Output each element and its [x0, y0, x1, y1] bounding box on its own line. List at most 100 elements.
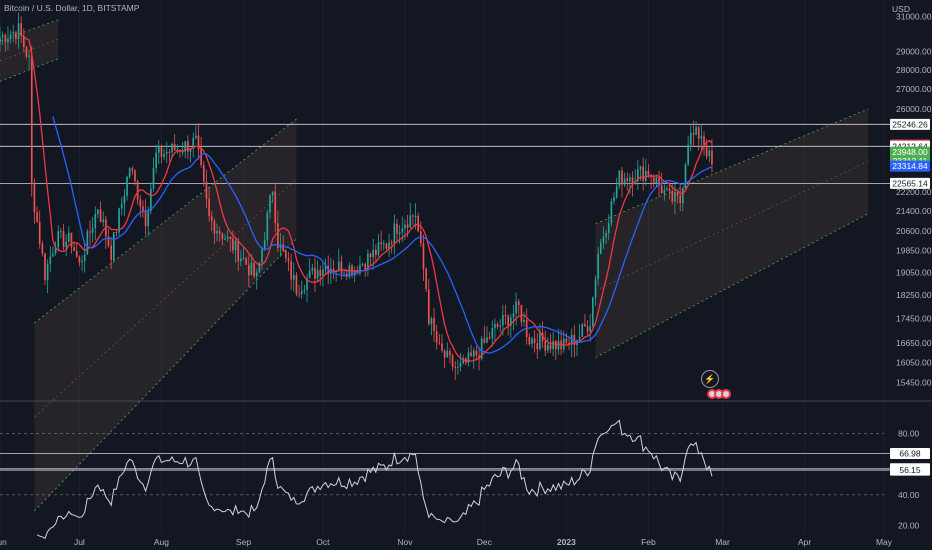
candle-body [70, 232, 73, 248]
rsi-tag-box [890, 448, 930, 460]
candle-body [462, 358, 464, 364]
candle-body [377, 242, 380, 256]
candle-body [65, 241, 67, 248]
candle-body [67, 232, 70, 242]
candle-body [660, 185, 663, 194]
candle-body [375, 249, 377, 256]
price-tick-label: 22200.00 [896, 187, 932, 197]
candle-body [692, 133, 695, 135]
candle-body [115, 232, 118, 234]
price-tag-label: 23948.00 [892, 147, 928, 157]
candle-body [277, 223, 279, 248]
candle-body [478, 355, 480, 359]
candle-body [512, 313, 515, 318]
candle-body [565, 338, 568, 343]
candle-body [279, 244, 282, 248]
candle-body [417, 215, 420, 232]
candle-body [181, 151, 184, 153]
candle-body [46, 263, 49, 281]
candle-body [247, 264, 250, 276]
candle-body [491, 328, 494, 339]
candle-body [552, 340, 554, 350]
price-tick-label: 16650.00 [896, 338, 932, 348]
candle-body [631, 177, 634, 184]
candle-body [554, 340, 557, 350]
moving-average-line [52, 116, 713, 354]
candle-body [520, 305, 523, 323]
candle-body [390, 242, 393, 244]
channel-mid-line [595, 161, 869, 291]
channel-upper-line [34, 118, 297, 324]
candle-body [674, 192, 676, 202]
candle-body [0, 37, 1, 43]
candle-body [168, 151, 171, 153]
candle-body [517, 301, 520, 306]
candle-body [165, 151, 168, 154]
candle-body [454, 366, 457, 368]
candle-body [420, 231, 422, 244]
candle-body [15, 32, 17, 39]
price-tick-label: 27000.00 [896, 84, 932, 94]
candle-body [128, 168, 131, 177]
candle-body [73, 247, 75, 252]
candle-body [711, 150, 713, 165]
event-flag-icon[interactable] [721, 389, 731, 399]
candle-body [20, 23, 22, 37]
candle-body [621, 170, 623, 185]
candle-body [568, 342, 570, 345]
candle-body [547, 344, 549, 351]
candle-body [560, 340, 562, 350]
candle-body [393, 223, 396, 243]
candles [0, 12, 713, 380]
candle-body [78, 256, 81, 263]
candle-body [97, 209, 99, 214]
candle-body [25, 47, 28, 57]
price-tag-label: 22565.14 [892, 178, 928, 188]
time-tick-label: 2023 [557, 537, 576, 547]
lightning-icon[interactable]: ⚡ [701, 370, 719, 388]
candle-body [192, 138, 195, 149]
candle-body [112, 232, 115, 260]
candle-body [364, 263, 367, 270]
candle-body [139, 199, 142, 207]
candle-body [427, 289, 430, 325]
channel-fill [595, 108, 869, 358]
candle-body [499, 325, 502, 327]
candle-body [515, 301, 517, 314]
candle-body [83, 254, 86, 262]
candle-body [224, 238, 226, 240]
candle-body [308, 270, 311, 279]
candle-body [425, 268, 427, 290]
candle-body [544, 341, 547, 351]
candle-body [36, 212, 38, 222]
candle-body [89, 231, 91, 233]
candle-body [49, 256, 52, 264]
price-tick-label: 20600.00 [896, 226, 932, 236]
candle-body [496, 323, 499, 327]
candle-body [210, 216, 213, 221]
channel-mid-line [34, 178, 297, 418]
candle-body [409, 215, 412, 228]
candle-body [623, 178, 626, 185]
candle-body [401, 228, 404, 233]
candle-body [33, 184, 36, 213]
candle-body [292, 275, 295, 280]
candle-body [613, 197, 615, 202]
candle-body [639, 166, 642, 170]
rsi-line [36, 419, 713, 540]
candle-body [107, 236, 110, 246]
rsi-tick-label: 80.00 [898, 429, 920, 439]
candle-body [607, 223, 610, 234]
time-tick-label: Aug [154, 537, 169, 547]
candle-body [337, 261, 340, 271]
candle-body [136, 181, 139, 200]
candle-body [705, 145, 708, 157]
candle-body [17, 23, 20, 39]
candle-body [443, 350, 446, 358]
candle-body [208, 198, 210, 217]
candle-body [483, 338, 486, 343]
candle-body [160, 146, 163, 157]
candle-body [475, 350, 478, 356]
candle-body [488, 337, 491, 339]
